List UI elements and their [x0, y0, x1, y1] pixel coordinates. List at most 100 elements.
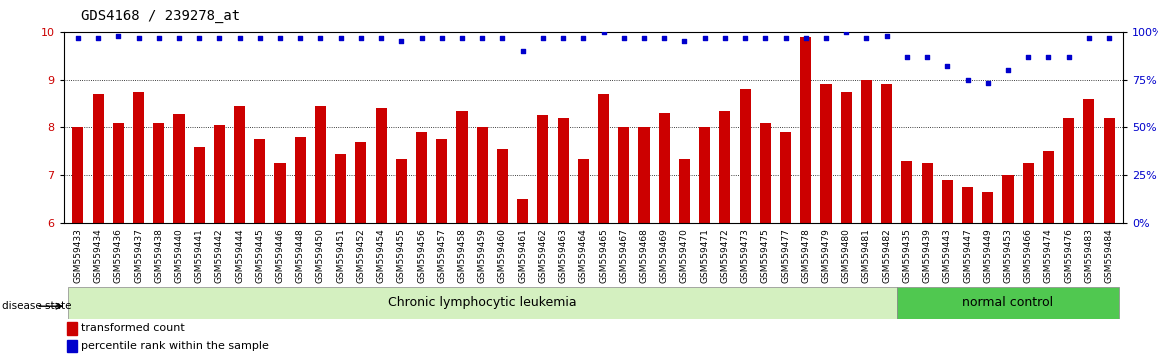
- Point: [433, 35, 452, 40]
- Point: [1079, 35, 1098, 40]
- Bar: [941, 180, 953, 223]
- Point: [594, 29, 613, 35]
- Bar: [1003, 175, 1013, 223]
- Bar: [679, 159, 690, 223]
- Point: [797, 35, 815, 40]
- Bar: [800, 37, 812, 223]
- Point: [534, 35, 552, 40]
- Bar: [335, 154, 346, 223]
- Point: [393, 39, 411, 44]
- Point: [493, 35, 512, 40]
- Point: [735, 35, 754, 40]
- Text: disease state: disease state: [2, 301, 72, 311]
- Bar: [477, 127, 488, 223]
- Point: [210, 35, 228, 40]
- Bar: [962, 187, 973, 223]
- Point: [615, 35, 633, 40]
- Point: [675, 39, 694, 44]
- Bar: [214, 125, 225, 223]
- Bar: [740, 89, 750, 223]
- Point: [190, 35, 208, 40]
- Bar: [72, 127, 83, 223]
- Point: [130, 35, 148, 40]
- Point: [756, 35, 775, 40]
- Point: [938, 63, 957, 69]
- Point: [696, 35, 714, 40]
- Bar: [1023, 163, 1034, 223]
- Bar: [255, 139, 265, 223]
- Bar: [193, 147, 205, 223]
- Point: [513, 48, 532, 54]
- Text: normal control: normal control: [962, 296, 1054, 309]
- Point: [149, 35, 168, 40]
- Bar: [821, 84, 831, 223]
- Point: [979, 81, 997, 86]
- Point: [412, 35, 431, 40]
- Bar: [896, 287, 1120, 319]
- Bar: [133, 92, 144, 223]
- Bar: [578, 159, 589, 223]
- Bar: [982, 192, 994, 223]
- Bar: [456, 111, 468, 223]
- Bar: [315, 106, 327, 223]
- Bar: [356, 142, 366, 223]
- Point: [1100, 35, 1119, 40]
- Bar: [760, 123, 771, 223]
- Bar: [416, 132, 427, 223]
- Point: [716, 35, 734, 40]
- Bar: [1084, 99, 1094, 223]
- Bar: [901, 161, 913, 223]
- Bar: [437, 139, 447, 223]
- Point: [109, 33, 127, 39]
- Text: Chronic lymphocytic leukemia: Chronic lymphocytic leukemia: [388, 296, 577, 309]
- Point: [230, 35, 249, 40]
- Point: [776, 35, 794, 40]
- Point: [68, 35, 87, 40]
- Point: [453, 35, 471, 40]
- Bar: [922, 163, 932, 223]
- Bar: [497, 149, 508, 223]
- Point: [959, 77, 977, 82]
- Bar: [1043, 152, 1054, 223]
- Bar: [93, 94, 103, 223]
- Point: [271, 35, 290, 40]
- Bar: [153, 123, 164, 223]
- Point: [250, 35, 269, 40]
- Point: [897, 54, 916, 59]
- Point: [291, 35, 309, 40]
- Text: percentile rank within the sample: percentile rank within the sample: [81, 341, 269, 351]
- Bar: [174, 114, 184, 223]
- Bar: [518, 199, 528, 223]
- Point: [472, 35, 491, 40]
- Bar: [841, 92, 852, 223]
- Bar: [375, 108, 387, 223]
- Bar: [780, 132, 791, 223]
- Point: [878, 33, 896, 39]
- Point: [170, 35, 189, 40]
- Point: [312, 35, 330, 40]
- Bar: [558, 118, 569, 223]
- Point: [574, 35, 593, 40]
- Bar: [881, 84, 892, 223]
- Bar: [598, 94, 609, 223]
- Bar: [719, 111, 731, 223]
- Text: GDS4168 / 239278_at: GDS4168 / 239278_at: [81, 9, 240, 23]
- Bar: [295, 137, 306, 223]
- Point: [635, 35, 653, 40]
- Bar: [1104, 118, 1115, 223]
- Point: [655, 35, 674, 40]
- Point: [1060, 54, 1078, 59]
- Point: [1039, 54, 1057, 59]
- Bar: [396, 159, 406, 223]
- Point: [372, 35, 390, 40]
- Bar: [699, 127, 710, 223]
- Bar: [234, 106, 245, 223]
- Bar: [1063, 118, 1075, 223]
- Bar: [860, 80, 872, 223]
- Bar: [618, 127, 629, 223]
- Point: [918, 54, 937, 59]
- Bar: [537, 115, 549, 223]
- Bar: [67, 287, 896, 319]
- Point: [857, 35, 875, 40]
- Bar: [66, 322, 76, 335]
